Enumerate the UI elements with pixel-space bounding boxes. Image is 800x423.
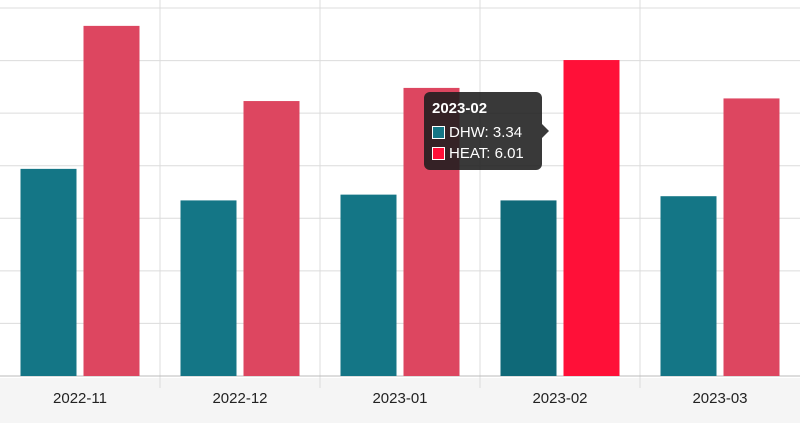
- x-tick-label: 2023-03: [692, 390, 747, 407]
- bar-dhw-2022-12[interactable]: [180, 200, 237, 376]
- chart-tooltip: 2023-02 DHW: 3.34 HEAT: 6.01: [424, 92, 549, 170]
- tooltip-row-dhw: DHW: 3.34: [432, 122, 534, 143]
- x-tick-label: 2022-11: [53, 390, 107, 407]
- bar-heat-2023-03[interactable]: [723, 98, 780, 377]
- heat-swatch: [432, 147, 445, 160]
- x-tick-label: 2023-02: [532, 390, 587, 407]
- tooltip-dhw-label: DHW: 3.34: [449, 124, 523, 141]
- x-tick-labels: 2022-11 2022-12 2023-01 2023-02 2023-03: [53, 390, 748, 407]
- bar-dhw-2023-02[interactable]: [500, 200, 557, 376]
- tooltip-heat-label: HEAT: 6.01: [449, 145, 524, 162]
- tooltip-title: 2023-02: [432, 100, 488, 117]
- bar-dhw-2023-03[interactable]: [660, 196, 717, 376]
- tooltip-row-heat: HEAT: 6.01: [432, 143, 534, 164]
- bar-heat-2023-02[interactable]: [563, 60, 620, 376]
- bars: [20, 25, 780, 377]
- bar-dhw-2023-01[interactable]: [340, 194, 397, 376]
- x-tick-label: 2023-01: [372, 390, 427, 407]
- dhw-swatch: [432, 126, 445, 139]
- bar-dhw-2022-11[interactable]: [20, 168, 77, 376]
- bar-heat-2022-12[interactable]: [243, 101, 300, 377]
- x-axis-band: [0, 378, 800, 423]
- x-tick-label: 2022-12: [212, 390, 267, 407]
- bar-heat-2022-11[interactable]: [83, 25, 140, 376]
